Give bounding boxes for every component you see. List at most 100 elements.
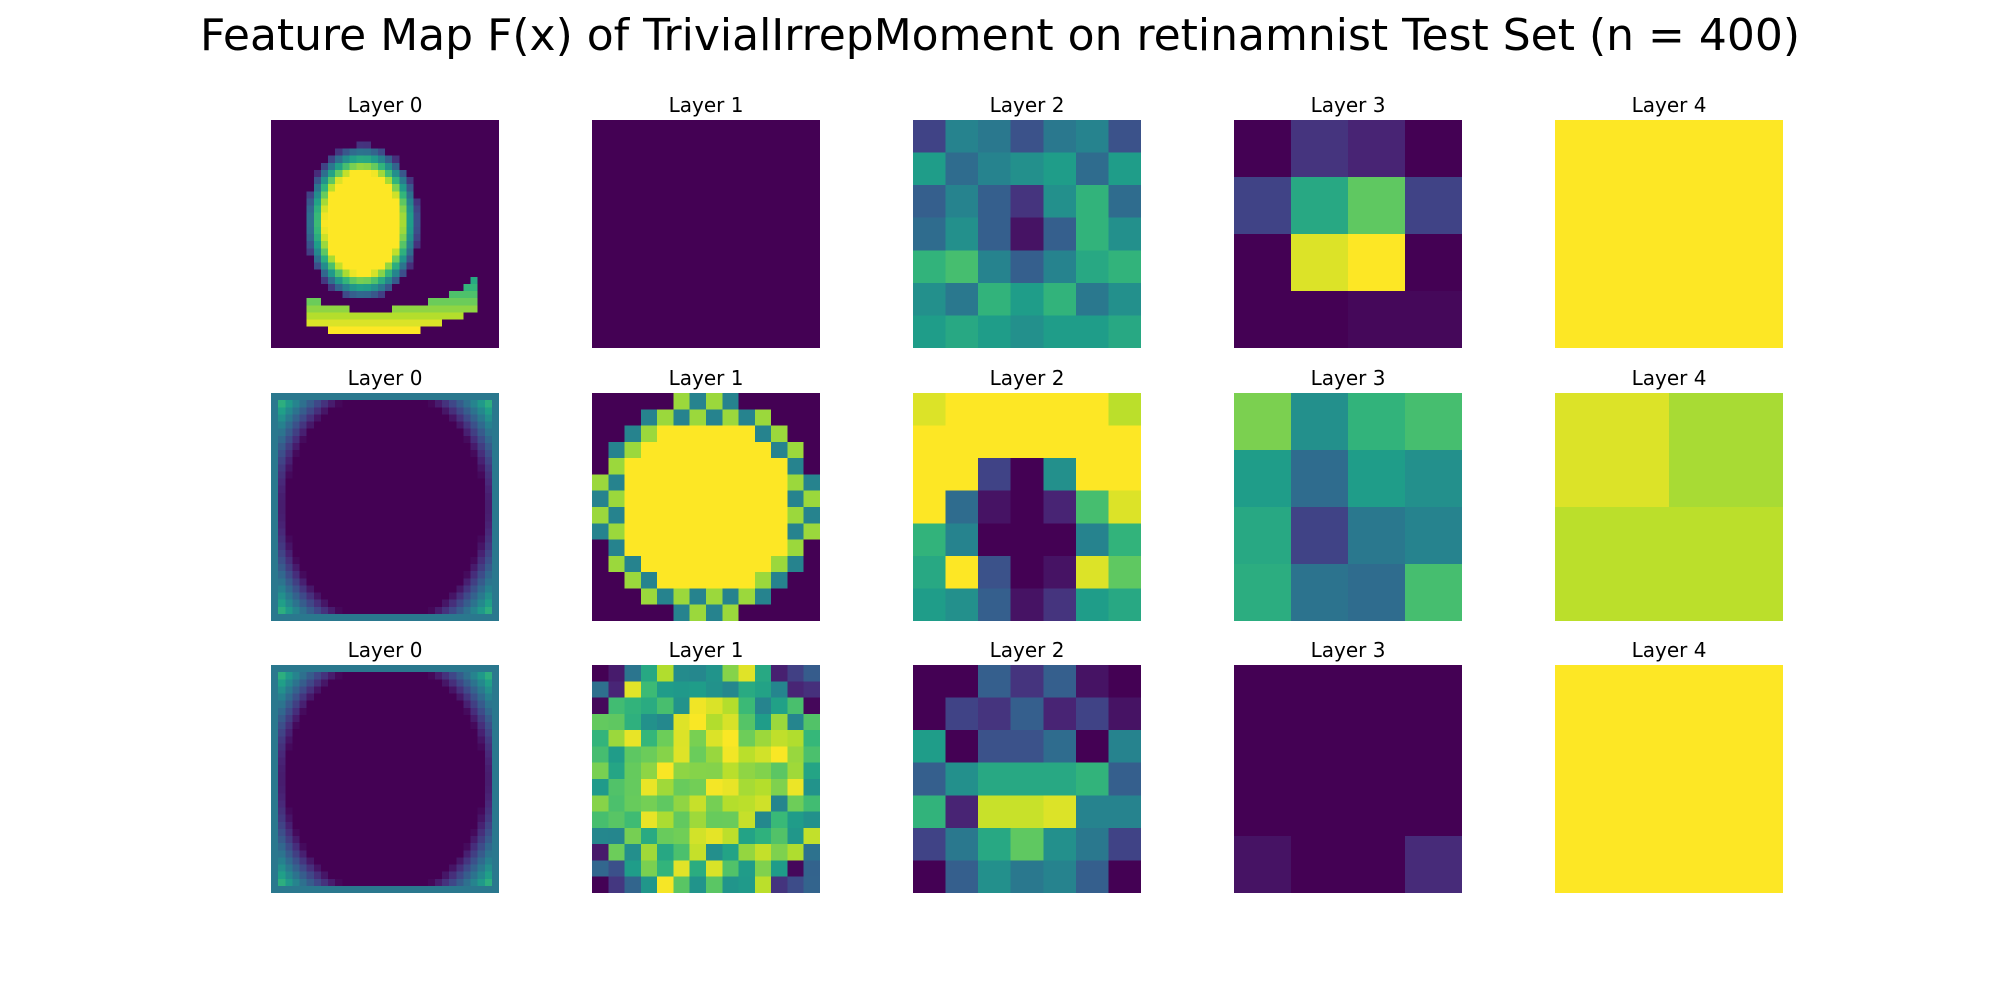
heatmap-cell	[356, 507, 364, 515]
heatmap-cell	[278, 421, 286, 429]
heatmap-cell	[491, 127, 499, 135]
heatmap-cell	[456, 305, 464, 313]
heatmap-cell	[328, 155, 336, 163]
heatmap-cell	[449, 843, 457, 851]
heatmap-cell	[377, 291, 386, 299]
heatmap-cell	[278, 120, 286, 128]
heatmap-cell	[349, 319, 357, 327]
heatmap-cell	[640, 697, 658, 715]
heatmap-cell	[313, 464, 322, 472]
heatmap-cell	[313, 212, 322, 220]
heatmap-cell	[754, 779, 772, 796]
heatmap-cell	[491, 400, 499, 408]
heatmap-cell	[363, 521, 371, 529]
heatmap-cell	[377, 878, 386, 887]
heatmap-cell	[673, 665, 691, 682]
heatmap-cell	[313, 665, 322, 673]
heatmap-cell	[477, 148, 485, 156]
heatmap-cell	[370, 464, 379, 472]
heatmap-cell	[427, 177, 436, 185]
heatmap-cell	[306, 599, 314, 607]
heatmap-cell	[463, 722, 471, 730]
heatmap-cell	[292, 141, 300, 149]
heatmap-cell	[370, 450, 379, 458]
heatmap-cell	[399, 714, 407, 723]
heatmap-cell	[292, 800, 300, 808]
heatmap-cell	[320, 478, 329, 486]
heatmap-cell	[706, 441, 723, 459]
heatmap-cell	[1010, 697, 1044, 731]
heatmap-cell	[420, 255, 428, 263]
heatmap-cell	[470, 606, 478, 615]
heatmap-cell	[385, 821, 393, 830]
heatmap-cell	[285, 779, 293, 787]
heatmap-cell	[456, 736, 464, 744]
heatmap-cell	[356, 212, 364, 220]
heatmap-cell	[484, 450, 493, 458]
heatmap-cell	[1234, 177, 1293, 236]
heatmap-cell	[335, 291, 343, 299]
heatmap-cell	[313, 478, 322, 486]
heatmap-cell	[370, 262, 379, 270]
heatmap-cell	[413, 269, 421, 277]
heatmap-cell	[385, 564, 393, 572]
heatmap-cell	[363, 592, 371, 600]
heatmap-cell	[406, 665, 414, 673]
heatmap-cell	[738, 539, 756, 557]
heatmap-cell	[342, 800, 350, 808]
heatmap-cell	[463, 450, 471, 458]
heatmap-cell	[456, 255, 464, 263]
heatmap-cell	[787, 876, 805, 893]
heatmap-cell	[449, 542, 457, 550]
heatmap-cell	[463, 319, 471, 327]
heatmap-cell	[640, 746, 658, 764]
heatmap-cell	[363, 428, 371, 436]
heatmap-cell	[363, 499, 371, 508]
heatmap-cell	[413, 771, 421, 780]
heatmap-cell	[377, 722, 386, 730]
heatmap-cell	[320, 205, 329, 213]
heatmap-cell	[477, 319, 485, 327]
heatmap-cell	[442, 850, 450, 858]
figure-title: Feature Map F(x) of TrivialIrrepMoment o…	[199, 10, 1801, 61]
heatmap-cell	[477, 771, 485, 780]
heatmap-cell	[292, 743, 300, 751]
heatmap-cell	[313, 340, 322, 348]
heatmap-cell	[406, 471, 414, 479]
heatmap-cell	[292, 393, 300, 401]
panel-title: Layer 0	[347, 93, 423, 117]
heatmap-cell	[313, 234, 322, 242]
heatmap-cell	[413, 283, 421, 292]
heatmap-cell	[320, 291, 329, 299]
heatmap-cell	[427, 241, 436, 249]
heatmap-cell	[313, 305, 322, 313]
heatmap-cell	[349, 564, 357, 572]
heatmap-cell	[392, 205, 400, 213]
heatmap-cell	[754, 795, 772, 812]
heatmap-cell	[420, 814, 428, 822]
heatmap-cell	[427, 393, 436, 401]
heatmap-cell	[803, 681, 820, 698]
heatmap-cell	[608, 811, 625, 829]
heatmap-cell	[335, 414, 343, 422]
heatmap-cell	[377, 528, 386, 536]
heatmap-cell	[349, 585, 357, 593]
heatmap-cell	[427, 864, 436, 872]
heatmap-cell	[328, 707, 336, 716]
heatmap-cell	[722, 697, 739, 715]
heatmap-cell	[449, 393, 457, 401]
heatmap-cell	[285, 613, 293, 621]
heatmap-cell	[477, 212, 485, 220]
heatmap-cell	[292, 269, 300, 277]
heatmap-cell	[491, 191, 499, 199]
heatmap-cell	[449, 340, 457, 348]
heatmap-cell	[624, 425, 642, 443]
heatmap-cell	[363, 578, 371, 586]
heatmap-cell	[363, 757, 371, 765]
panel-title: Layer 2	[989, 366, 1065, 390]
heatmap-cell	[356, 800, 364, 808]
heatmap-cell	[299, 205, 307, 213]
heatmap-cell	[370, 700, 379, 708]
heatmap-cell	[477, 793, 485, 801]
heatmap-cell	[456, 442, 464, 451]
